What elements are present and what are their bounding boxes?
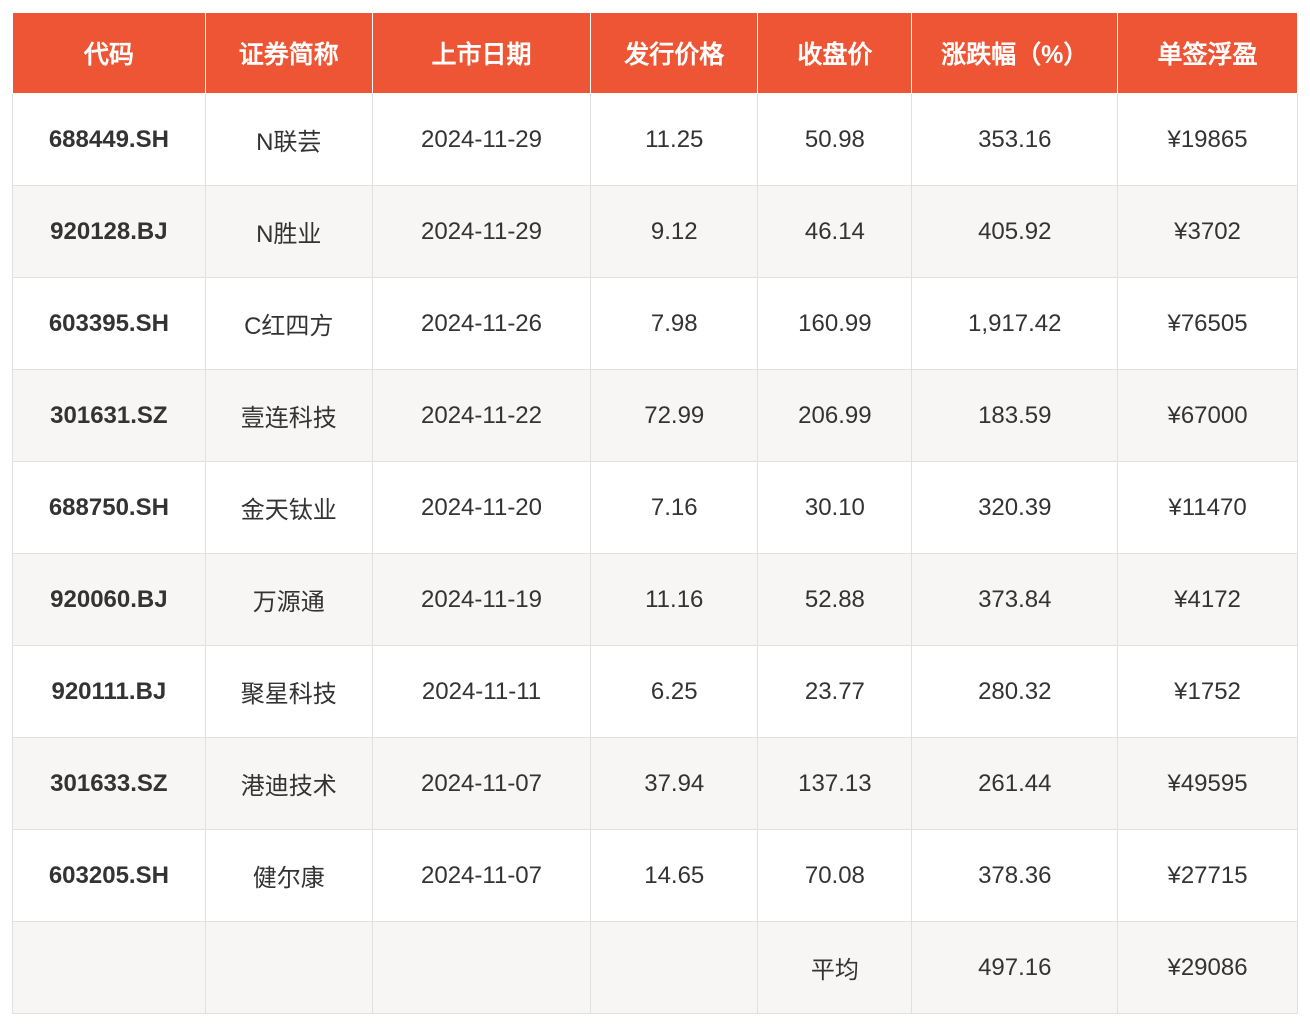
col-header-chg: 涨跌幅（%） — [912, 13, 1118, 94]
cell-date: 2024-11-29 — [372, 186, 590, 278]
summary-empty — [13, 922, 206, 1014]
cell-name: 港迪技术 — [205, 738, 372, 830]
col-header-profit: 单签浮盈 — [1118, 13, 1298, 94]
cell-profit: ¥3702 — [1118, 186, 1298, 278]
cell-date: 2024-11-07 — [372, 830, 590, 922]
cell-close: 46.14 — [758, 186, 912, 278]
cell-name: 壹连科技 — [205, 370, 372, 462]
cell-chg: 1,917.42 — [912, 278, 1118, 370]
table-row: 301633.SZ港迪技术2024-11-0737.94137.13261.44… — [13, 738, 1298, 830]
cell-close: 160.99 — [758, 278, 912, 370]
cell-chg: 183.59 — [912, 370, 1118, 462]
summary-row: 平均497.16¥29086 — [13, 922, 1298, 1014]
col-header-close: 收盘价 — [758, 13, 912, 94]
cell-issue: 7.98 — [591, 278, 758, 370]
cell-code: 920128.BJ — [13, 186, 206, 278]
cell-chg: 280.32 — [912, 646, 1118, 738]
cell-date: 2024-11-07 — [372, 738, 590, 830]
cell-profit: ¥49595 — [1118, 738, 1298, 830]
cell-close: 23.77 — [758, 646, 912, 738]
cell-code: 688750.SH — [13, 462, 206, 554]
col-header-name: 证券简称 — [205, 13, 372, 94]
cell-profit: ¥76505 — [1118, 278, 1298, 370]
table-row: 920128.BJN胜业2024-11-299.1246.14405.92¥37… — [13, 186, 1298, 278]
cell-issue: 7.16 — [591, 462, 758, 554]
cell-name: N胜业 — [205, 186, 372, 278]
table-row: 603395.SHC红四方2024-11-267.98160.991,917.4… — [13, 278, 1298, 370]
cell-name: 聚星科技 — [205, 646, 372, 738]
cell-close: 50.98 — [758, 94, 912, 186]
cell-close: 70.08 — [758, 830, 912, 922]
cell-code: 603395.SH — [13, 278, 206, 370]
summary-label: 平均 — [758, 922, 912, 1014]
col-header-code: 代码 — [13, 13, 206, 94]
table-row: 301631.SZ壹连科技2024-11-2272.99206.99183.59… — [13, 370, 1298, 462]
table-row: 688750.SH金天钛业2024-11-207.1630.10320.39¥1… — [13, 462, 1298, 554]
summary-empty — [372, 922, 590, 1014]
summary-empty — [591, 922, 758, 1014]
table-row: 920111.BJ聚星科技2024-11-116.2523.77280.32¥1… — [13, 646, 1298, 738]
cell-issue: 37.94 — [591, 738, 758, 830]
cell-date: 2024-11-22 — [372, 370, 590, 462]
cell-date: 2024-11-26 — [372, 278, 590, 370]
cell-name: 健尔康 — [205, 830, 372, 922]
cell-code: 301633.SZ — [13, 738, 206, 830]
table-row: 920060.BJ万源通2024-11-1911.1652.88373.84¥4… — [13, 554, 1298, 646]
cell-chg: 353.16 — [912, 94, 1118, 186]
cell-date: 2024-11-11 — [372, 646, 590, 738]
cell-code: 603205.SH — [13, 830, 206, 922]
cell-profit: ¥19865 — [1118, 94, 1298, 186]
cell-issue: 9.12 — [591, 186, 758, 278]
cell-close: 137.13 — [758, 738, 912, 830]
cell-issue: 6.25 — [591, 646, 758, 738]
cell-issue: 11.16 — [591, 554, 758, 646]
cell-issue: 11.25 — [591, 94, 758, 186]
table-body: 688449.SHN联芸2024-11-2911.2550.98353.16¥1… — [13, 94, 1298, 1014]
cell-chg: 378.36 — [912, 830, 1118, 922]
table-header: 代码 证券简称 上市日期 发行价格 收盘价 涨跌幅（%） 单签浮盈 — [13, 13, 1298, 94]
cell-date: 2024-11-29 — [372, 94, 590, 186]
cell-name: N联芸 — [205, 94, 372, 186]
cell-profit: ¥4172 — [1118, 554, 1298, 646]
cell-name: C红四方 — [205, 278, 372, 370]
cell-code: 688449.SH — [13, 94, 206, 186]
summary-profit: ¥29086 — [1118, 922, 1298, 1014]
cell-close: 206.99 — [758, 370, 912, 462]
cell-close: 52.88 — [758, 554, 912, 646]
table-row: 688449.SHN联芸2024-11-2911.2550.98353.16¥1… — [13, 94, 1298, 186]
cell-date: 2024-11-19 — [372, 554, 590, 646]
cell-chg: 320.39 — [912, 462, 1118, 554]
cell-code: 920060.BJ — [13, 554, 206, 646]
cell-chg: 261.44 — [912, 738, 1118, 830]
cell-name: 万源通 — [205, 554, 372, 646]
cell-issue: 72.99 — [591, 370, 758, 462]
cell-close: 30.10 — [758, 462, 912, 554]
cell-chg: 405.92 — [912, 186, 1118, 278]
cell-code: 301631.SZ — [13, 370, 206, 462]
table-row: 603205.SH健尔康2024-11-0714.6570.08378.36¥2… — [13, 830, 1298, 922]
cell-chg: 373.84 — [912, 554, 1118, 646]
summary-empty — [205, 922, 372, 1014]
cell-issue: 14.65 — [591, 830, 758, 922]
cell-date: 2024-11-20 — [372, 462, 590, 554]
cell-profit: ¥27715 — [1118, 830, 1298, 922]
cell-profit: ¥11470 — [1118, 462, 1298, 554]
cell-code: 920111.BJ — [13, 646, 206, 738]
cell-name: 金天钛业 — [205, 462, 372, 554]
stock-table: 代码 证券简称 上市日期 发行价格 收盘价 涨跌幅（%） 单签浮盈 688449… — [12, 12, 1298, 1014]
summary-chg: 497.16 — [912, 922, 1118, 1014]
cell-profit: ¥1752 — [1118, 646, 1298, 738]
col-header-date: 上市日期 — [372, 13, 590, 94]
cell-profit: ¥67000 — [1118, 370, 1298, 462]
col-header-issue: 发行价格 — [591, 13, 758, 94]
